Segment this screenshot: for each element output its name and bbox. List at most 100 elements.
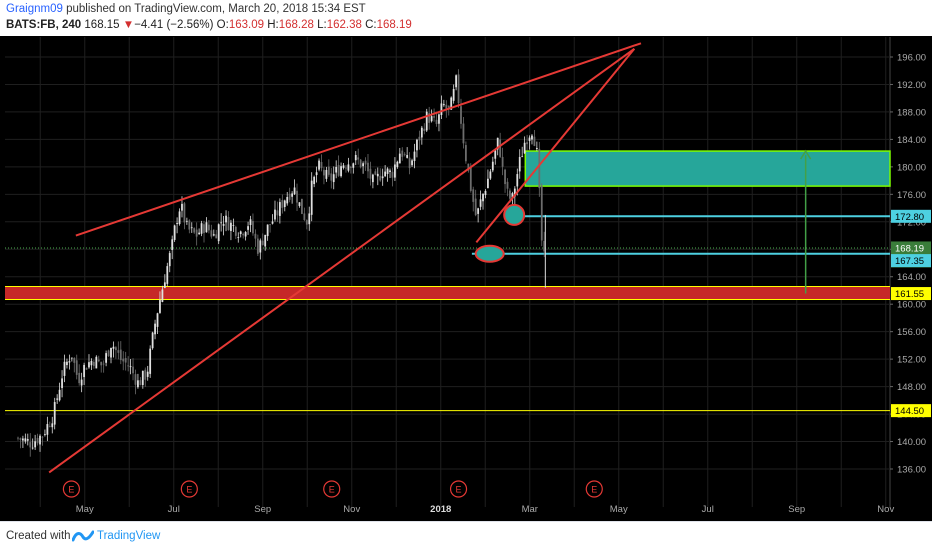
earnings-marker <box>323 480 341 498</box>
candle-body <box>403 154 406 156</box>
candle-body <box>494 150 497 159</box>
price-chart[interactable]: 136.00140.00144.00148.00152.00156.00160.… <box>0 36 932 521</box>
candle-body <box>21 438 24 441</box>
low-label: L: <box>317 19 327 31</box>
last-price: 168.15 <box>84 19 120 31</box>
candle-body <box>185 220 188 222</box>
candle-body <box>44 434 46 435</box>
earnings-marker <box>62 480 81 498</box>
candle-body <box>119 349 122 361</box>
y-tick-label: 148.00 <box>897 382 926 393</box>
candle-body <box>144 369 147 380</box>
candle-body <box>264 234 267 247</box>
candle-body <box>367 162 369 172</box>
marker-ellipse <box>474 244 505 263</box>
candle-body <box>438 114 440 124</box>
candle-body <box>41 436 44 438</box>
candle-body <box>156 313 159 327</box>
earnings-label: E <box>456 485 462 495</box>
candle-body <box>540 185 543 241</box>
candle-body <box>460 106 462 124</box>
candle-body <box>29 442 32 448</box>
y-tick-label: 160.00 <box>897 300 926 311</box>
candle-body <box>56 398 59 400</box>
candle-body <box>127 365 130 367</box>
target-zone-rect <box>524 150 891 187</box>
candle-body <box>278 202 281 216</box>
candle-body <box>95 356 98 369</box>
candle-body <box>379 175 382 181</box>
candle-body <box>484 190 487 196</box>
symbol-label[interactable]: BATS:FB, 240 <box>6 19 82 31</box>
candle-body <box>88 362 90 368</box>
candle-body <box>31 447 34 449</box>
chart-grid <box>5 37 891 507</box>
candle-body <box>303 213 306 220</box>
y-tick-label: 196.00 <box>897 53 926 64</box>
candle-body <box>496 137 499 150</box>
candle-body <box>17 437 19 439</box>
candle-body <box>36 437 39 444</box>
candle-body <box>376 173 379 177</box>
candle-body <box>129 366 132 368</box>
horizontal-levels <box>5 215 890 412</box>
candle-body <box>381 176 384 179</box>
candle-body <box>538 148 541 189</box>
price-tag-167-bg <box>891 254 931 268</box>
candle-body <box>516 174 519 187</box>
annotations <box>474 203 526 263</box>
candle-body <box>406 155 409 158</box>
candle-body <box>455 75 458 88</box>
candle-body <box>281 200 284 208</box>
candle-body <box>433 116 435 118</box>
candle-body <box>445 104 448 109</box>
candle-body <box>435 119 438 124</box>
candle-body <box>384 171 387 177</box>
candle-body <box>48 425 51 427</box>
candle-body <box>217 224 220 242</box>
tradingview-logo-icon[interactable] <box>72 529 94 543</box>
candle-body <box>474 198 477 216</box>
x-tick-label: May <box>610 504 628 515</box>
candles <box>17 69 546 457</box>
candle-body <box>249 219 252 225</box>
price-tag-172: 172.80 <box>895 212 924 223</box>
candle-body <box>298 202 301 206</box>
chart-background <box>0 36 932 521</box>
candle-body <box>26 439 29 441</box>
candle-body <box>115 347 117 351</box>
candle-body <box>181 203 183 211</box>
candle-body <box>210 230 213 237</box>
candle-body <box>509 190 511 199</box>
candle-body <box>420 127 423 138</box>
candle-body <box>401 150 404 157</box>
created-with-text: Created with <box>6 530 71 542</box>
tradingview-link[interactable]: TradingView <box>97 530 161 542</box>
candle-body <box>428 113 431 123</box>
candle-body <box>193 228 196 233</box>
x-tick-label: Mar <box>522 504 538 515</box>
candle-body <box>340 166 342 177</box>
x-tick-label: Sep <box>254 504 271 515</box>
candle-body <box>450 97 453 110</box>
earnings-label: E <box>186 485 192 495</box>
candle-body <box>122 358 125 362</box>
y-tick-label: 156.00 <box>897 327 926 338</box>
price-tag-last: 168.19 <box>895 243 924 254</box>
time-axis: May Jul Sep Nov 2018 Mar May Jul Sep Nov <box>76 504 895 515</box>
y-tick-label: 180.00 <box>897 162 926 173</box>
candle-body <box>533 136 536 146</box>
y-tick-label: 164.00 <box>897 272 926 283</box>
candle-body <box>66 361 68 366</box>
candle-body <box>357 157 360 160</box>
earnings-label: E <box>329 485 335 495</box>
candle-body <box>389 170 391 172</box>
candle-body <box>447 105 450 108</box>
candle-body <box>24 438 27 442</box>
candle-body <box>154 323 156 335</box>
author-link[interactable]: Graignm09 <box>6 3 63 15</box>
candle-body <box>102 363 105 365</box>
candle-body <box>75 360 78 375</box>
candle-body <box>203 224 205 234</box>
candle-body <box>391 171 394 178</box>
